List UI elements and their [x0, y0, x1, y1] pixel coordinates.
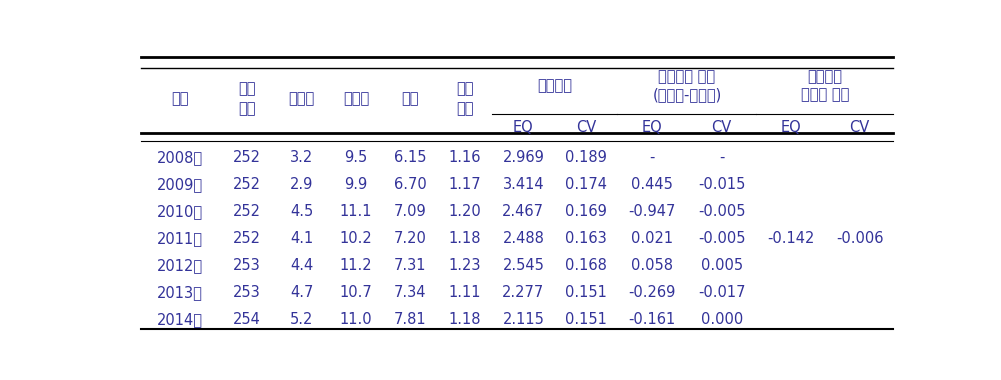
Text: 최소값: 최소값 — [288, 92, 314, 106]
Text: 7.09: 7.09 — [394, 204, 426, 219]
Text: 2.115: 2.115 — [503, 312, 545, 327]
Text: 3.2: 3.2 — [290, 150, 313, 165]
Text: 0.174: 0.174 — [565, 177, 607, 192]
Text: 9.9: 9.9 — [344, 177, 367, 192]
Text: 0.058: 0.058 — [631, 258, 673, 273]
Text: 2012년: 2012년 — [157, 258, 203, 273]
Text: 2.277: 2.277 — [503, 285, 545, 300]
Text: 11.2: 11.2 — [339, 258, 372, 273]
Text: EQ: EQ — [513, 120, 534, 135]
Text: 0.005: 0.005 — [701, 258, 743, 273]
Text: CV: CV — [576, 120, 597, 135]
Text: 11.1: 11.1 — [339, 204, 372, 219]
Text: 1.20: 1.20 — [448, 204, 481, 219]
Text: 1.17: 1.17 — [448, 177, 481, 192]
Text: -0.269: -0.269 — [629, 285, 676, 300]
Text: 2014년: 2014년 — [157, 312, 203, 327]
Text: 252: 252 — [233, 177, 261, 192]
Text: 시군
구수: 시군 구수 — [238, 82, 256, 116]
Text: 2.467: 2.467 — [503, 204, 545, 219]
Text: -0.161: -0.161 — [629, 312, 676, 327]
Text: 0.189: 0.189 — [566, 150, 607, 165]
Text: 0.000: 0.000 — [701, 312, 743, 327]
Text: 5.2: 5.2 — [290, 312, 313, 327]
Text: 변이계수
연평균 증감: 변이계수 연평균 증감 — [801, 69, 849, 103]
Text: -0.015: -0.015 — [698, 177, 746, 192]
Text: 1.18: 1.18 — [448, 231, 481, 246]
Text: 6.15: 6.15 — [394, 150, 426, 165]
Text: 252: 252 — [233, 231, 261, 246]
Text: -0.947: -0.947 — [629, 204, 676, 219]
Text: 2013년: 2013년 — [157, 285, 203, 300]
Text: 0.151: 0.151 — [566, 312, 607, 327]
Text: -0.142: -0.142 — [768, 231, 815, 246]
Text: 253: 253 — [233, 285, 261, 300]
Text: EQ: EQ — [781, 120, 802, 135]
Text: 변이계수: 변이계수 — [538, 78, 573, 93]
Text: 1.11: 1.11 — [448, 285, 481, 300]
Text: -0.006: -0.006 — [836, 231, 883, 246]
Text: 1.18: 1.18 — [448, 312, 481, 327]
Text: 변이계수 증감
(전년도-금년도): 변이계수 증감 (전년도-금년도) — [653, 69, 722, 103]
Text: CV: CV — [850, 120, 870, 135]
Text: 1.23: 1.23 — [448, 258, 481, 273]
Text: 252: 252 — [233, 204, 261, 219]
Text: 평균: 평균 — [401, 92, 419, 106]
Text: -0.005: -0.005 — [698, 204, 746, 219]
Text: 3.414: 3.414 — [503, 177, 545, 192]
Text: -: - — [650, 150, 655, 165]
Text: -: - — [719, 150, 725, 165]
Text: 252: 252 — [233, 150, 261, 165]
Text: -0.017: -0.017 — [698, 285, 746, 300]
Text: 0.021: 0.021 — [631, 231, 674, 246]
Text: 10.7: 10.7 — [339, 285, 372, 300]
Text: 0.163: 0.163 — [566, 231, 607, 246]
Text: 2008년: 2008년 — [157, 150, 203, 165]
Text: 2.545: 2.545 — [503, 258, 545, 273]
Text: 6.70: 6.70 — [394, 177, 426, 192]
Text: 0.445: 0.445 — [632, 177, 673, 192]
Text: 0.168: 0.168 — [566, 258, 607, 273]
Text: 최대값: 최대값 — [342, 92, 369, 106]
Text: 7.20: 7.20 — [394, 231, 426, 246]
Text: 7.34: 7.34 — [394, 285, 426, 300]
Text: 4.7: 4.7 — [290, 285, 313, 300]
Text: 11.0: 11.0 — [339, 312, 372, 327]
Text: 0.151: 0.151 — [566, 285, 607, 300]
Text: 7.31: 7.31 — [394, 258, 426, 273]
Text: 7.81: 7.81 — [394, 312, 426, 327]
Text: 4.4: 4.4 — [290, 258, 313, 273]
Text: 254: 254 — [233, 312, 261, 327]
Text: 2.969: 2.969 — [503, 150, 545, 165]
Text: 9.5: 9.5 — [344, 150, 367, 165]
Text: 2009년: 2009년 — [157, 177, 203, 192]
Text: 2.9: 2.9 — [290, 177, 313, 192]
Text: 0.169: 0.169 — [566, 204, 607, 219]
Text: 2011년: 2011년 — [157, 231, 203, 246]
Text: 10.2: 10.2 — [339, 231, 372, 246]
Text: 2.488: 2.488 — [503, 231, 545, 246]
Text: CV: CV — [712, 120, 732, 135]
Text: 2010년: 2010년 — [157, 204, 203, 219]
Text: 표준
편차: 표준 편차 — [456, 82, 473, 116]
Text: 4.1: 4.1 — [290, 231, 313, 246]
Text: EQ: EQ — [642, 120, 663, 135]
Text: 253: 253 — [233, 258, 261, 273]
Text: -0.005: -0.005 — [698, 231, 746, 246]
Text: 년도: 년도 — [171, 92, 189, 106]
Text: 4.5: 4.5 — [290, 204, 313, 219]
Text: 1.16: 1.16 — [448, 150, 481, 165]
